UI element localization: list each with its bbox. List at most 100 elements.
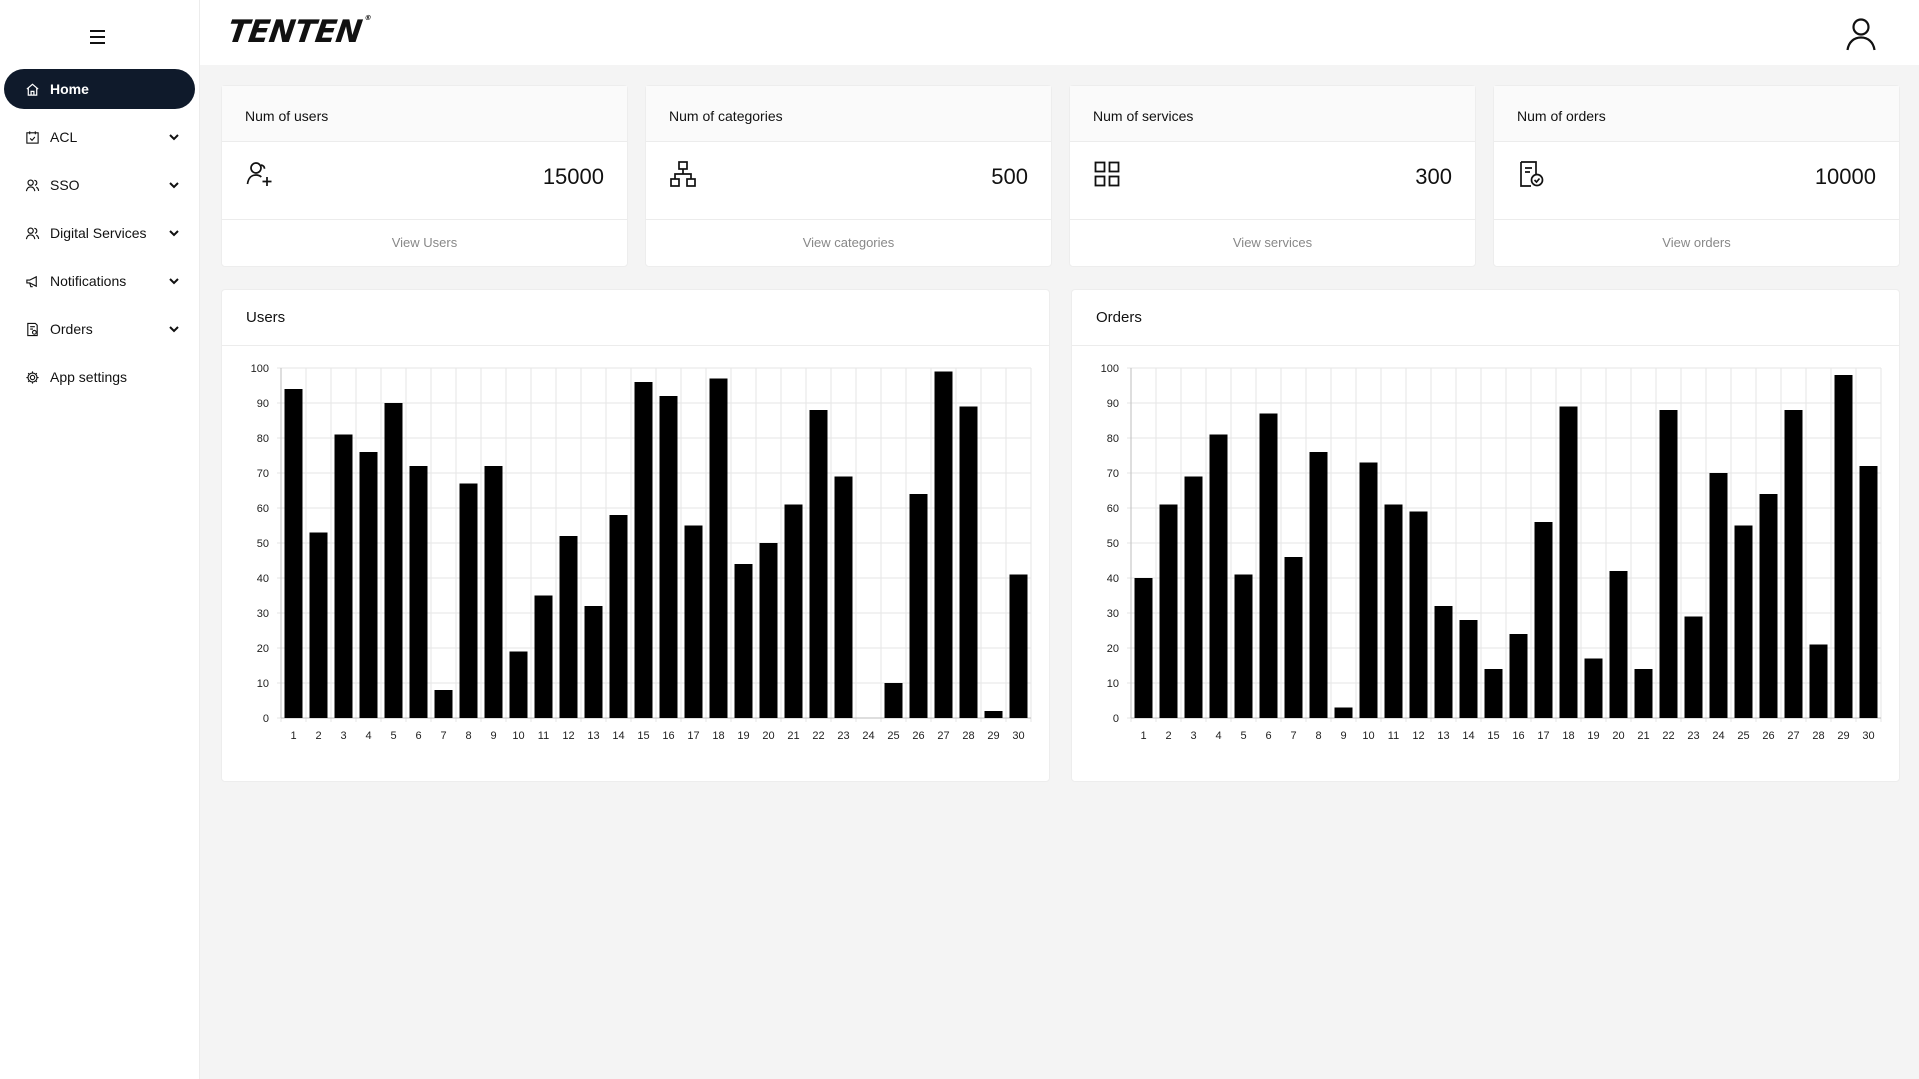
x-tick-label: 10 (512, 730, 524, 742)
sidebar-item-label: SSO (50, 177, 80, 193)
bar (984, 711, 1003, 718)
x-tick-label: 9 (490, 730, 496, 742)
x-tick-label: 6 (415, 730, 421, 742)
view-users-link[interactable]: View Users (391, 235, 458, 250)
x-tick-label: 12 (1412, 730, 1424, 742)
sidebar-item-label: App settings (50, 369, 128, 385)
y-tick-label: 70 (257, 468, 269, 480)
stat-title: Num of orders (1494, 86, 1899, 142)
y-tick-label: 50 (1107, 538, 1119, 550)
x-tick-label: 7 (440, 730, 446, 742)
bar (409, 466, 428, 718)
hamburger-menu-icon[interactable] (90, 27, 110, 47)
chevron-down-icon[interactable] (167, 274, 181, 288)
x-tick-label: 10 (1362, 730, 1374, 742)
view-categories-link[interactable]: View categories (802, 235, 895, 250)
home-icon (24, 81, 40, 97)
chevron-down-icon[interactable] (167, 226, 181, 240)
bar (1534, 522, 1553, 718)
bar (459, 483, 478, 718)
user-add-icon (246, 162, 272, 186)
y-tick-label: 40 (1107, 573, 1119, 585)
y-tick-label: 80 (257, 433, 269, 445)
stat-value: 300 (1415, 164, 1452, 189)
x-tick-label: 13 (587, 730, 599, 742)
x-tick-label: 4 (1215, 730, 1221, 742)
stat-value: 10000 (1814, 164, 1876, 189)
hierarchy-icon (670, 161, 696, 187)
x-tick-label: 29 (987, 730, 999, 742)
x-tick-label: 9 (1340, 730, 1346, 742)
x-tick-label: 19 (1587, 730, 1599, 742)
x-tick-label: 19 (737, 730, 749, 742)
chart-title: Users (222, 290, 1049, 346)
x-tick-label: 30 (1862, 730, 1874, 742)
bar (1659, 410, 1678, 718)
chevron-down-icon[interactable] (167, 322, 181, 336)
y-tick-label: 10 (1107, 678, 1119, 690)
view-orders-link[interactable]: View orders (1662, 235, 1731, 250)
bar (1184, 476, 1203, 718)
bar (1459, 620, 1478, 718)
bar (1509, 634, 1528, 718)
bar (334, 434, 353, 718)
bar (1309, 452, 1328, 718)
x-tick-label: 28 (1812, 730, 1824, 742)
x-tick-label: 8 (465, 730, 471, 742)
x-tick-label: 28 (962, 730, 974, 742)
sidebar-item-home[interactable]: Home (4, 69, 195, 109)
x-tick-label: 1 (1140, 730, 1146, 742)
bar (1684, 616, 1703, 718)
y-tick-label: 90 (1107, 398, 1119, 410)
y-tick-label: 10 (257, 678, 269, 690)
stat-card-orders: Num of orders 10000 View orders (1493, 85, 1900, 267)
sidebar-item-sso[interactable]: SSO (4, 165, 195, 205)
y-tick-label: 30 (257, 608, 269, 620)
x-tick-label: 3 (1190, 730, 1196, 742)
bar (1859, 466, 1878, 718)
brand-logo[interactable]: TENTEN® (225, 14, 372, 50)
view-services-link[interactable]: View services (1232, 235, 1313, 250)
bar (1709, 473, 1728, 718)
y-tick-label: 60 (257, 503, 269, 515)
sidebar-item-acl[interactable]: ACL (4, 117, 195, 157)
x-tick-label: 27 (937, 730, 949, 742)
bar (1359, 462, 1378, 718)
bar (1484, 669, 1503, 718)
bar (1409, 511, 1428, 718)
x-tick-label: 26 (1762, 730, 1774, 742)
y-tick-label: 20 (257, 643, 269, 655)
bar (359, 452, 378, 718)
user-profile-icon[interactable] (1845, 17, 1877, 51)
y-tick-label: 50 (257, 538, 269, 550)
bar (1209, 434, 1228, 718)
grid-icon (1094, 161, 1120, 187)
x-tick-label: 17 (687, 730, 699, 742)
x-tick-label: 15 (637, 730, 649, 742)
x-tick-label: 22 (812, 730, 824, 742)
x-tick-label: 1 (290, 730, 296, 742)
sidebar-item-notifications[interactable]: Notifications (4, 261, 195, 301)
sidebar-nav: Home ACL SSO Digital Services (4, 69, 195, 405)
x-tick-label: 24 (1712, 730, 1724, 742)
bar (509, 651, 528, 718)
bar (1759, 494, 1778, 718)
users-icon (24, 177, 40, 193)
x-tick-label: 15 (1487, 730, 1499, 742)
chevron-down-icon[interactable] (167, 130, 181, 144)
chevron-down-icon[interactable] (167, 178, 181, 192)
x-tick-label: 25 (1737, 730, 1749, 742)
bar (484, 466, 503, 718)
bar (559, 536, 578, 718)
sidebar-item-digital-services[interactable]: Digital Services (4, 213, 195, 253)
bar (809, 410, 828, 718)
stat-value: 500 (991, 164, 1028, 189)
bar (1559, 406, 1578, 718)
sidebar-item-app-settings[interactable]: App settings (4, 357, 195, 397)
sidebar-item-orders[interactable]: Orders (4, 309, 195, 349)
bar (1584, 658, 1603, 718)
x-tick-label: 14 (1462, 730, 1474, 742)
x-tick-label: 2 (315, 730, 321, 742)
y-tick-label: 100 (251, 363, 269, 375)
y-tick-label: 40 (257, 573, 269, 585)
